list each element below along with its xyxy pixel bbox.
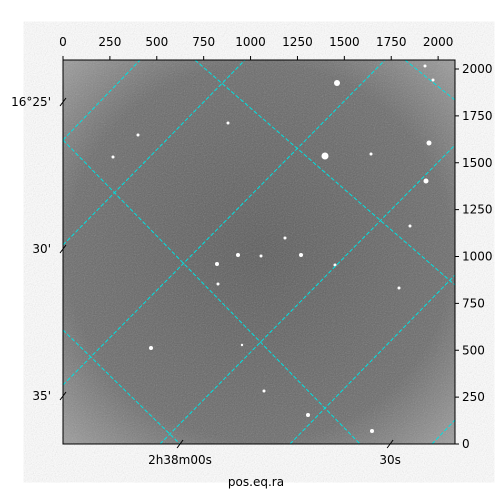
y-tick-label: 1750 [462, 109, 493, 123]
ra-tick-label: 30s [379, 453, 401, 467]
x-tick-label: 250 [98, 35, 121, 49]
y-tick-label: 250 [462, 390, 485, 404]
x-tick-label: 2000 [423, 35, 454, 49]
axes-frame [62, 59, 456, 445]
y-tick-label: 0 [462, 437, 470, 451]
x-tick-label: 1250 [282, 35, 313, 49]
y-tick-label: 1250 [462, 203, 493, 217]
y-tick-label: 500 [462, 343, 485, 357]
ra-tick [386, 439, 394, 449]
x-tick-label: 1500 [329, 35, 360, 49]
dec-tick-label: 30' [32, 242, 51, 256]
dec-tick [59, 391, 67, 401]
dec-tick-label: 35' [32, 389, 51, 403]
ra-tick [176, 439, 184, 449]
y-tick-label: 2000 [462, 62, 493, 76]
stars [111, 64, 435, 433]
dec-tick [59, 97, 67, 107]
x-tick-label: 1750 [376, 35, 407, 49]
coordinate-grid [63, 60, 455, 444]
y-tick-label: 1500 [462, 156, 493, 170]
x-tick-label: 0 [59, 35, 67, 49]
dec-tick-label: 16°25' [11, 95, 51, 109]
x-axis-label: pos.eq.ra [228, 475, 284, 489]
dec-tick [59, 244, 67, 254]
ra-tick-label: 2h38m00s [148, 453, 212, 467]
x-tick-label: 750 [192, 35, 215, 49]
x-tick-label: 1000 [235, 35, 266, 49]
y-tick-label: 1000 [462, 250, 493, 264]
image-noise [63, 60, 455, 444]
x-tick-label: 500 [145, 35, 168, 49]
y-tick-label: 750 [462, 296, 485, 310]
